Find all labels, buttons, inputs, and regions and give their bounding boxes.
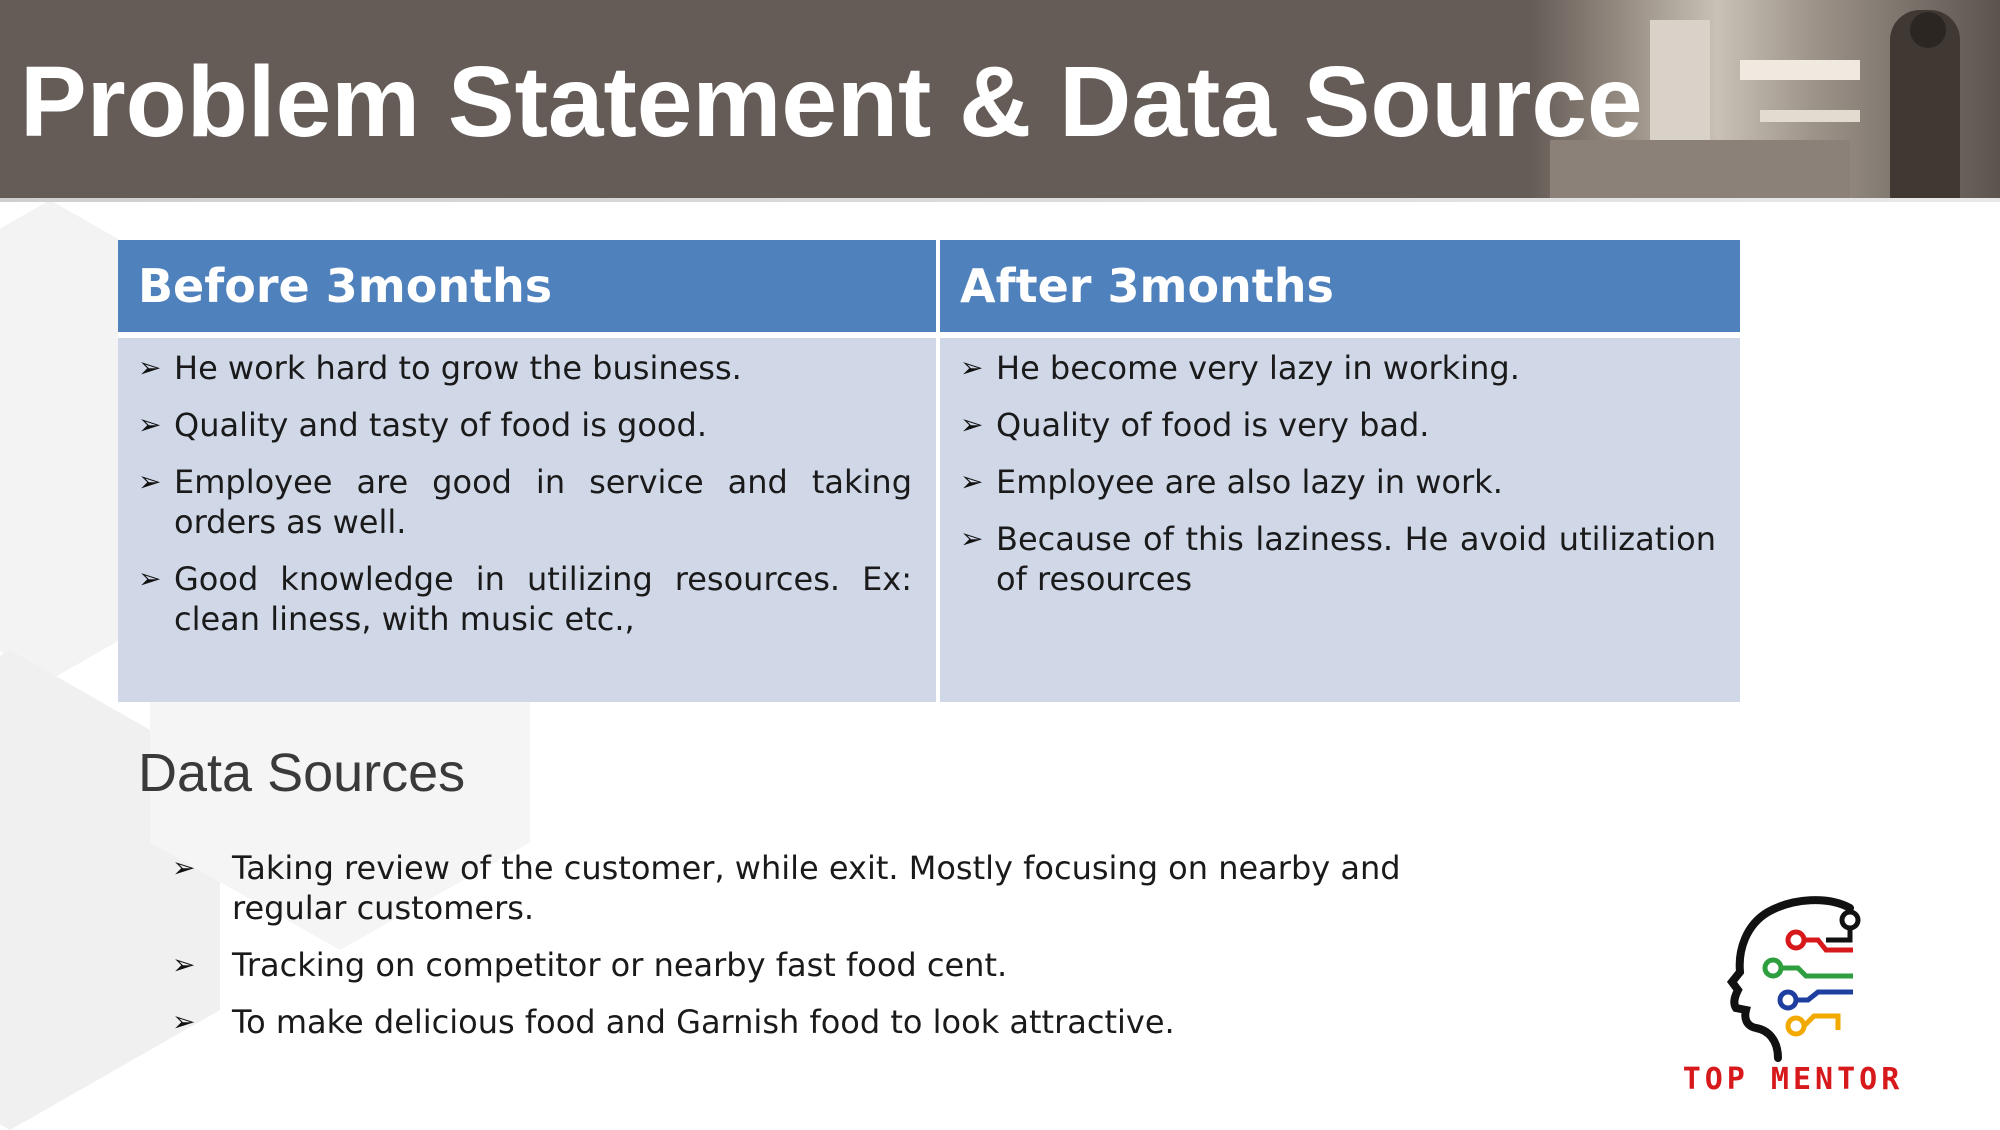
title-banner: Problem Statement & Data Source [0, 0, 2000, 198]
list-item: ➢ Quality and tasty of food is good. [138, 405, 912, 445]
list-item: ➢ Employee are good in service and taking… [138, 462, 912, 542]
list-item: ➢ Tracking on competitor or nearby fast f… [170, 945, 1490, 985]
list-item-text: Because of this laziness. He avoid utili… [996, 520, 1716, 598]
arrow-bullet-icon: ➢ [172, 948, 196, 981]
arrow-bullet-icon: ➢ [172, 1005, 196, 1038]
list-item-text: Employee are good in service and taking … [174, 463, 912, 541]
list-item-text: He work hard to grow the business. [174, 349, 742, 387]
list-item-text: Quality of food is very bad. [996, 406, 1430, 444]
data-sources-heading: Data Sources [138, 743, 466, 803]
arrow-bullet-icon: ➢ [960, 408, 984, 441]
before-cell: ➢ He work hard to grow the business. ➢ Qua… [118, 338, 936, 702]
logo-text: TOP MENTOR [1682, 1062, 1904, 1097]
comparison-table: Before 3months After 3months ➢ He work ha… [118, 240, 1740, 702]
arrow-bullet-icon: ➢ [138, 408, 162, 441]
list-item: ➢ Because of this laziness. He avoid util… [960, 519, 1716, 599]
kitchen-photo [1530, 0, 2000, 198]
column-divider [936, 338, 940, 702]
list-item: ➢ To make delicious food and Garnish food… [170, 1002, 1490, 1042]
list-item-text: Quality and tasty of food is good. [174, 406, 707, 444]
arrow-bullet-icon: ➢ [138, 562, 162, 595]
list-item-text: Good knowledge in utilizing resources. E… [174, 560, 912, 638]
list-item-text: Taking review of the customer, while exi… [232, 849, 1401, 927]
list-item: ➢ He work hard to grow the business. [138, 348, 912, 388]
list-item-text: Tracking on competitor or nearby fast fo… [232, 946, 1008, 984]
list-item-text: He become very lazy in working. [996, 349, 1520, 387]
arrow-bullet-icon: ➢ [960, 522, 984, 555]
arrow-bullet-icon: ➢ [960, 465, 984, 498]
column-divider [936, 240, 940, 332]
arrow-bullet-icon: ➢ [138, 465, 162, 498]
table-header-before: Before 3months [118, 240, 936, 332]
list-item-text: To make delicious food and Garnish food … [232, 1003, 1175, 1041]
list-item: ➢ Employee are also lazy in work. [960, 462, 1716, 502]
arrow-bullet-icon: ➢ [138, 351, 162, 384]
before-list: ➢ He work hard to grow the business. ➢ Qua… [138, 348, 912, 639]
table-header-after: After 3months [940, 240, 1740, 332]
page-title: Problem Statement & Data Source [20, 46, 1643, 158]
after-cell: ➢ He become very lazy in working. ➢ Qualit… [940, 338, 1740, 702]
list-item: ➢ Taking review of the customer, while ex… [170, 848, 1490, 928]
after-list: ➢ He become very lazy in working. ➢ Qualit… [960, 348, 1716, 599]
list-item: ➢ Good knowledge in utilizing resources. … [138, 559, 912, 639]
arrow-bullet-icon: ➢ [172, 851, 196, 884]
arrow-bullet-icon: ➢ [960, 351, 984, 384]
row-divider [118, 332, 1740, 338]
list-item-text: Employee are also lazy in work. [996, 463, 1503, 501]
top-mentor-logo: TOP MENTOR [1628, 890, 1958, 1100]
data-sources-list: ➢ Taking review of the customer, while ex… [170, 848, 1490, 1059]
head-circuit-icon [1726, 896, 1861, 1062]
list-item: ➢ He become very lazy in working. [960, 348, 1716, 388]
header-divider [0, 198, 2000, 202]
list-item: ➢ Quality of food is very bad. [960, 405, 1716, 445]
